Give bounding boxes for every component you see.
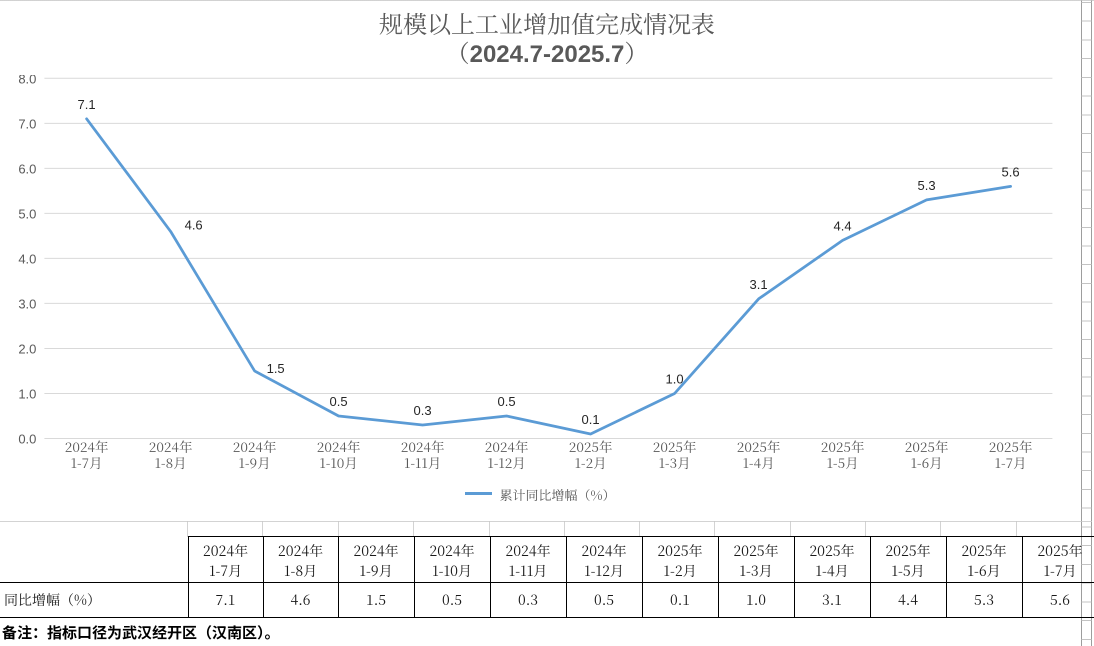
- svg-text:1-3月: 1-3月: [659, 452, 691, 472]
- svg-text:3.1: 3.1: [750, 277, 768, 292]
- svg-text:4.4: 4.4: [834, 218, 852, 233]
- svg-text:1.5: 1.5: [267, 361, 285, 376]
- svg-text:1-12月: 1-12月: [487, 452, 525, 472]
- svg-text:3.0: 3.0: [18, 296, 36, 311]
- svg-text:1-8月: 1-8月: [155, 452, 187, 472]
- svg-text:1-2月: 1-2月: [575, 452, 607, 472]
- svg-text:0.5: 0.5: [498, 394, 516, 409]
- svg-text:1-11月: 1-11月: [404, 452, 441, 472]
- svg-text:0.5: 0.5: [330, 394, 348, 409]
- svg-text:8.0: 8.0: [18, 75, 36, 86]
- svg-text:1.0: 1.0: [18, 386, 36, 401]
- svg-text:7.0: 7.0: [18, 116, 36, 131]
- svg-text:1-9月: 1-9月: [239, 452, 271, 472]
- svg-text:1-6月: 1-6月: [911, 452, 943, 472]
- svg-text:1-5月: 1-5月: [827, 452, 859, 472]
- svg-text:0.1: 0.1: [582, 412, 600, 427]
- svg-text:6.0: 6.0: [18, 161, 36, 176]
- svg-text:0.0: 0.0: [18, 432, 36, 447]
- svg-text:2.0: 2.0: [18, 341, 36, 356]
- svg-text:1-4月: 1-4月: [743, 452, 775, 472]
- svg-text:5.3: 5.3: [918, 178, 936, 193]
- svg-text:0.3: 0.3: [414, 403, 432, 418]
- svg-text:4.0: 4.0: [18, 251, 36, 266]
- svg-text:7.1: 7.1: [78, 97, 96, 112]
- svg-text:1-7月: 1-7月: [995, 452, 1027, 472]
- svg-text:1.0: 1.0: [666, 371, 684, 386]
- svg-text:1-7月: 1-7月: [71, 452, 103, 472]
- svg-text:1-10月: 1-10月: [319, 452, 357, 472]
- svg-text:5.6: 5.6: [1002, 164, 1020, 179]
- svg-text:4.6: 4.6: [185, 217, 203, 232]
- svg-text:5.0: 5.0: [18, 206, 36, 221]
